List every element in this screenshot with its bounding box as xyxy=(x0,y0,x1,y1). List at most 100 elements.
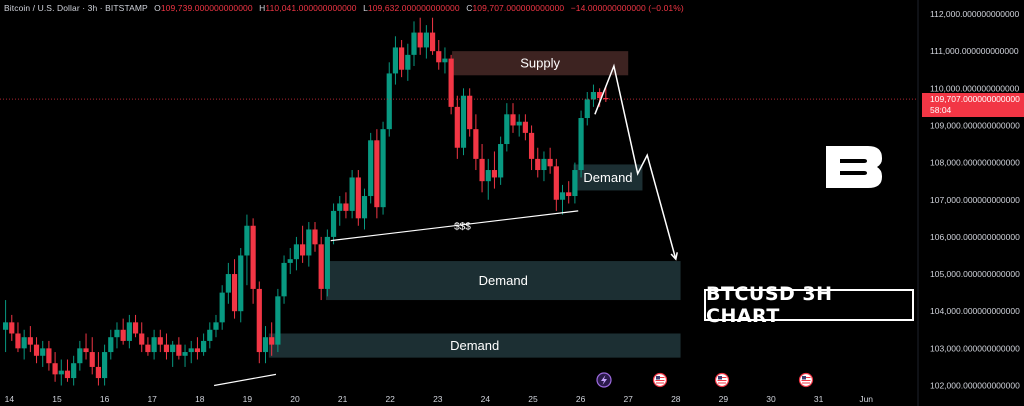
demand-zone-label-3: Demand xyxy=(450,338,499,353)
candle-body xyxy=(182,352,188,356)
last-price-tag: 109,707.000000000000 58:04 xyxy=(922,93,1024,117)
candle-body xyxy=(15,333,21,349)
candle xyxy=(343,192,349,219)
candle xyxy=(108,329,114,360)
high-key: H xyxy=(259,3,266,13)
time-tick-label: 28 xyxy=(671,394,681,404)
candle xyxy=(244,214,250,286)
candle xyxy=(89,337,95,375)
candle-body xyxy=(559,192,566,200)
demand-zone-1 xyxy=(573,164,643,191)
time-tick-label: 16 xyxy=(100,394,110,404)
candle xyxy=(361,188,368,230)
price-tick-label: 102,000.000000000000 xyxy=(930,381,1020,391)
candle xyxy=(207,322,213,349)
candle xyxy=(188,340,194,364)
candle-body xyxy=(2,322,9,330)
price-tick-label: 108,000.000000000000 xyxy=(930,158,1020,168)
candle xyxy=(275,288,281,353)
candle xyxy=(349,170,355,219)
candle-body xyxy=(108,337,114,353)
candle-body xyxy=(318,244,324,289)
candle-body xyxy=(399,47,405,70)
candle-body xyxy=(201,340,207,353)
time-tick-label: 25 xyxy=(528,394,538,404)
time-tick-label: 20 xyxy=(290,394,300,404)
candle xyxy=(71,355,77,386)
change-value: −14.000000000000 (−0.01%) xyxy=(570,3,684,13)
candle-body xyxy=(238,255,244,312)
candle-body xyxy=(250,225,256,289)
candle xyxy=(491,151,498,189)
candle xyxy=(392,36,399,85)
candle xyxy=(479,144,485,193)
candle-body xyxy=(225,274,231,293)
price-tick-label: 104,000.000000000000 xyxy=(930,306,1020,316)
candle xyxy=(157,329,163,353)
candle xyxy=(46,340,52,371)
candle xyxy=(312,222,318,252)
candle xyxy=(485,158,491,200)
candle-body xyxy=(584,99,590,119)
candle xyxy=(33,337,40,364)
price-tick-label: 112,000.000000000000 xyxy=(930,9,1019,19)
candle-body xyxy=(64,370,71,379)
candle xyxy=(590,84,597,107)
candle xyxy=(528,125,535,171)
candle xyxy=(269,322,275,356)
candle-body xyxy=(436,51,442,63)
candle-body xyxy=(46,348,52,364)
supply-zone-label-0: Supply xyxy=(520,56,560,71)
candle xyxy=(399,40,405,78)
candle xyxy=(300,225,306,263)
candle xyxy=(21,329,27,360)
candle-body xyxy=(33,344,40,356)
candle xyxy=(256,281,262,364)
candles-layer xyxy=(2,17,609,386)
candle-body xyxy=(541,158,547,171)
candle-body xyxy=(411,32,417,55)
candle xyxy=(114,322,120,349)
candle xyxy=(547,147,553,174)
candle xyxy=(52,352,58,382)
candle-body xyxy=(423,32,429,48)
candle-body xyxy=(27,337,33,345)
candle-body xyxy=(275,296,281,345)
candle xyxy=(423,25,429,59)
candle-body xyxy=(256,288,262,353)
candle xyxy=(9,314,15,341)
candle-body xyxy=(578,118,584,171)
candle-body xyxy=(522,121,528,133)
symbol-title[interactable]: Bitcoin / U.S. Dollar · 3h · BITSTAMP xyxy=(4,3,148,13)
candle-body xyxy=(442,58,448,63)
candle-body xyxy=(491,170,498,178)
candle xyxy=(64,359,71,382)
candle xyxy=(287,248,293,275)
symbol-header: Bitcoin / U.S. Dollar · 3h · BITSTAMP O1… xyxy=(4,3,684,13)
candle xyxy=(448,54,454,115)
candle-body xyxy=(485,170,491,182)
close-value: 109,707.000000000000 xyxy=(472,3,565,13)
candle-body xyxy=(114,329,120,338)
candle xyxy=(281,255,287,304)
candle xyxy=(473,114,479,171)
time-tick-label: 21 xyxy=(338,394,348,404)
candle xyxy=(225,262,231,304)
candle xyxy=(145,337,151,356)
candle-body xyxy=(590,92,597,100)
candle-body xyxy=(361,196,368,219)
candle xyxy=(522,114,528,141)
candle-body xyxy=(572,170,578,197)
time-axis[interactable]: 14 15 16 17 18 19 20 21 22 23 24 25 26 27 28 29 30 31 Jun xyxy=(5,394,874,404)
candle xyxy=(553,158,559,211)
time-tick-label: Jun xyxy=(859,394,873,404)
liquidity-label: $$$ xyxy=(454,221,471,232)
candle-body xyxy=(368,140,374,197)
candle xyxy=(535,147,541,178)
price-axis[interactable]: 112,000.000000000000 111,000.000000000000… xyxy=(930,9,1020,391)
lightning-event-icon xyxy=(596,372,612,388)
high-value: 110,041.000000000000 xyxy=(265,3,357,13)
candle-body xyxy=(380,129,386,208)
candle xyxy=(194,337,201,360)
